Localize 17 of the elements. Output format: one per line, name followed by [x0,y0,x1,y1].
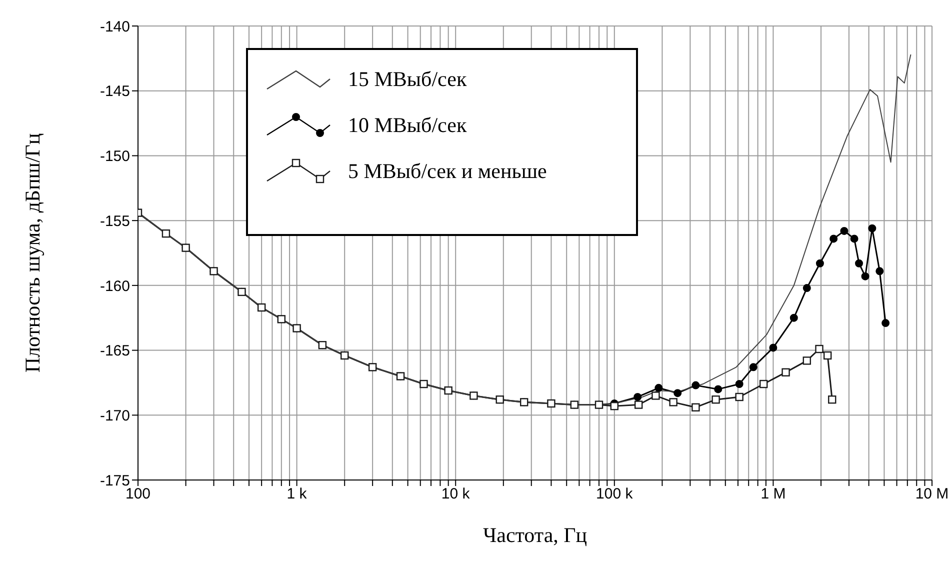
x-axis-title: Частота, Гц [482,523,588,547]
legend-label: 10 МВыб/сек [348,112,467,138]
x-tick-label: 1 k [286,486,308,503]
y-tick-label: -170 [100,407,130,424]
legend-label: 15 МВыб/сек [348,66,467,92]
x-tick-label: 100 k [596,486,634,503]
x-tick-label: 1 M [760,486,786,503]
y-tick-label: -160 [100,278,130,295]
legend-label: 5 МВыб/сек и меньше [348,158,547,184]
x-tick-label: 10 M [915,486,949,503]
y-tick-label: -155 [100,212,130,230]
y-tick-label: -165 [100,342,130,360]
y-tick-label: -150 [100,148,130,166]
y-axis-title: Плотность шума, дБпш/Гц [20,133,44,373]
y-tick-label: -145 [100,83,130,100]
y-tick-label: -140 [100,18,130,36]
x-tick-label: 10 k [441,486,470,503]
